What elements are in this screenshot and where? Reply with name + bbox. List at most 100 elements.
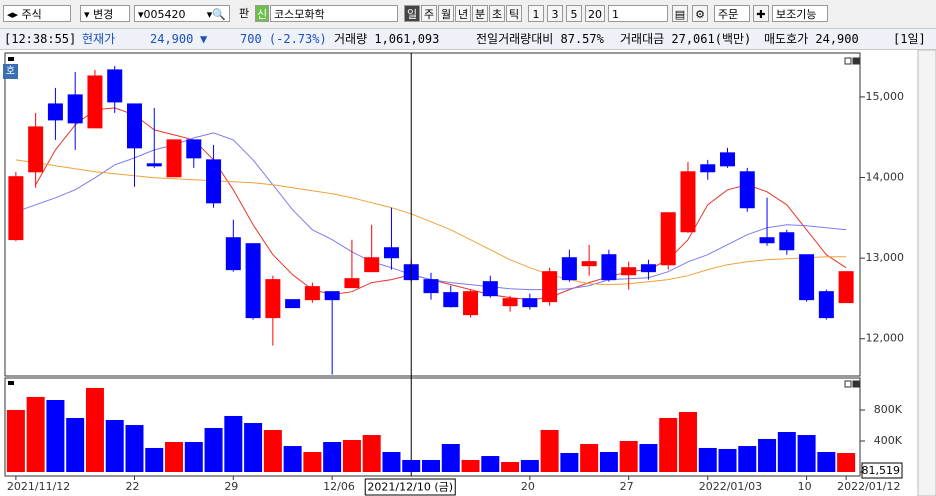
crosshair-box [364, 478, 456, 496]
aux-button[interactable]: 보조기능 [772, 5, 828, 22]
volume-bar [283, 446, 302, 472]
change-select[interactable]: ▾ 변경 [80, 5, 130, 22]
code: 005420 [143, 8, 186, 21]
candle-body [126, 103, 142, 149]
candle-body [680, 171, 696, 233]
volume-bar [422, 459, 440, 472]
y-tick-label: 400K [874, 434, 903, 447]
volume-bar [46, 399, 65, 472]
period-button[interactable]: 년 [455, 5, 471, 22]
candle-body [186, 139, 202, 159]
x-tick-label: 12/06 [323, 480, 355, 493]
save-icon[interactable]: ▤ [672, 5, 688, 22]
candle-body [285, 299, 301, 309]
direction: ▼ [200, 32, 208, 46]
volume-bar [441, 444, 460, 472]
interval-button[interactable]: 1 [528, 5, 544, 22]
interval-button[interactable]: 5 [566, 5, 582, 22]
period: [1일] [893, 32, 926, 46]
price: 24,900 [150, 32, 194, 46]
x-tick-label: 2022/01/03 [699, 480, 762, 493]
volume-bar [777, 432, 796, 472]
volume-bar [263, 429, 282, 472]
volume-bar [481, 456, 500, 472]
y-tick-label: 12,000 [866, 332, 905, 345]
candle-body [146, 163, 162, 167]
volume-bar [619, 440, 638, 472]
x-tick-label: 2021/11/12 [7, 480, 70, 493]
y-tick-label: 14,000 [866, 171, 905, 184]
pan[interactable]: 판 [238, 7, 250, 20]
x-tick-label: 22 [125, 480, 139, 493]
prev-ratio: 전일거래량대비 87.57% [476, 32, 604, 46]
candle-body [640, 264, 656, 273]
candle-body [502, 298, 518, 307]
candle-body [700, 164, 716, 173]
candle-body [423, 279, 439, 294]
volume-bar [560, 453, 579, 472]
candle-body [739, 171, 755, 209]
candle-body [799, 254, 815, 301]
settings-icon[interactable]: ⚙ [692, 5, 708, 22]
period-button[interactable]: 일 [404, 5, 420, 22]
candle-body [107, 69, 123, 103]
volume-bar [85, 387, 104, 472]
panel-icon [852, 380, 860, 388]
candle-body [660, 212, 676, 266]
interval-button[interactable]: 20 [585, 5, 605, 22]
candle-body [304, 286, 320, 301]
volume-bar [204, 427, 223, 472]
interval-button[interactable]: 3 [547, 5, 563, 22]
volume-bar [461, 459, 480, 472]
candle-body [87, 75, 103, 129]
y-tick-label: 13,000 [866, 251, 905, 264]
badge: 신 [255, 5, 269, 22]
candle-body [245, 243, 261, 319]
volume-bar [639, 444, 658, 472]
candle-body [324, 291, 340, 301]
volume-bar [817, 452, 836, 472]
price-panel [4, 52, 861, 377]
period-button[interactable]: 주 [421, 5, 437, 22]
volume-bar [501, 462, 520, 472]
plus-icon[interactable]: ✚ [753, 5, 769, 22]
candle-body [463, 291, 479, 316]
y-tick-label: 15,000 [866, 90, 905, 103]
change: 700 (-2.73%) [240, 32, 327, 46]
period-button[interactable]: 분 [472, 5, 488, 22]
candle-body [779, 232, 795, 251]
candle-body [443, 292, 459, 308]
side-panel [917, 49, 936, 496]
toolbar: ◂▸ 주식 ▾ 변경 ▾005420 ▾🔍 판 신 코스모화학 일 주 월 년 … [0, 0, 936, 29]
code-input[interactable]: ▾005420 ▾🔍 [134, 5, 230, 22]
change: 변경 [93, 8, 114, 21]
volume-bar [165, 442, 184, 472]
last-volume-label: 81,519 [862, 464, 901, 477]
volume-bar [105, 419, 124, 472]
chart-badge[interactable]: 호 [3, 64, 18, 79]
volume-bar [758, 438, 777, 472]
panel-icon [844, 380, 852, 388]
volume-bar [718, 448, 737, 472]
order-button[interactable]: 주문 [714, 5, 750, 22]
period-button[interactable]: 초 [489, 5, 505, 22]
volume-bar [698, 447, 717, 472]
candle-body [265, 279, 281, 319]
candle-body [621, 267, 637, 276]
market-select[interactable]: ◂▸ 주식 [3, 5, 71, 22]
stock-name: 코스모화학 [270, 5, 398, 22]
period-button[interactable]: 월 [438, 5, 454, 22]
volume-bar [303, 452, 322, 472]
count-input[interactable]: 1 [608, 5, 668, 22]
x-tick-label: 27 [620, 480, 634, 493]
candle-body [225, 237, 241, 271]
candle-body [8, 176, 24, 241]
period-button[interactable]: 틱 [506, 5, 522, 22]
volume-bar [224, 415, 243, 472]
volume: 거래량 1,061,093 [334, 32, 440, 46]
volume-bar [540, 429, 559, 472]
volume-bar [244, 423, 263, 472]
x-tick-label: 20 [521, 480, 535, 493]
candle-body [364, 257, 380, 273]
